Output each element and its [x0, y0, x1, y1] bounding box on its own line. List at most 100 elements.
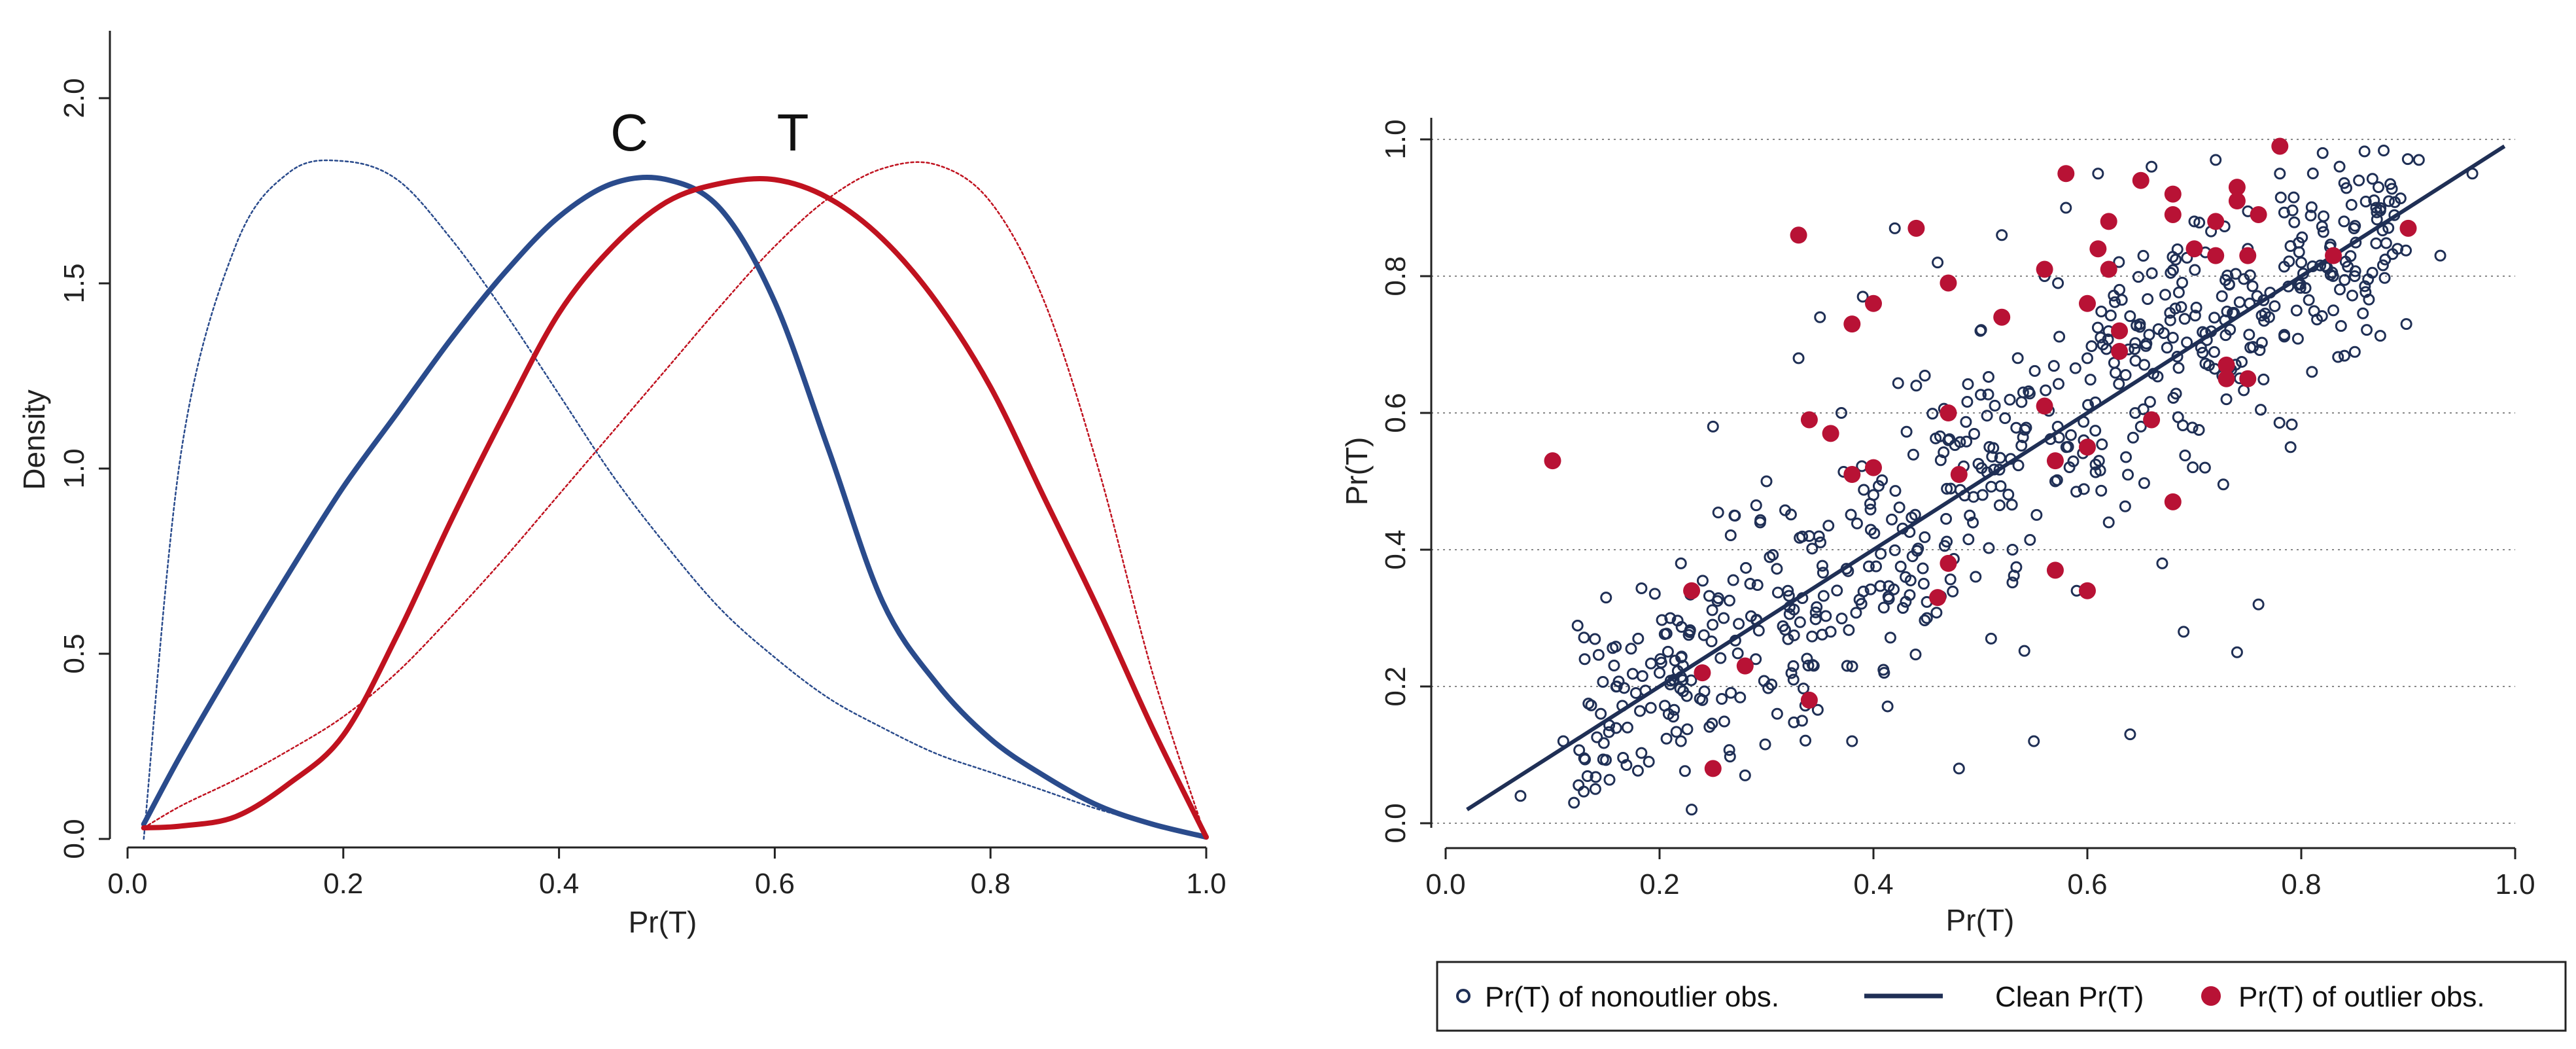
nonoutlier-point	[1870, 560, 1883, 573]
nonoutlier-point	[2069, 362, 2081, 374]
nonoutlier-point	[2193, 423, 2205, 436]
outlier-point	[2132, 171, 2150, 189]
nonoutlier-point	[2146, 160, 2158, 173]
nonoutlier-point	[1732, 647, 1744, 660]
nonoutlier-point	[1571, 619, 1584, 631]
nonoutlier-point	[1675, 557, 1687, 569]
outlier-point	[2057, 165, 2075, 183]
nonoutlier-point	[1633, 705, 1646, 717]
nonoutlier-point	[1970, 571, 1982, 583]
nonoutlier-point	[1864, 503, 1877, 516]
nonoutlier-point	[1597, 675, 1609, 688]
x-tick-label: 1.0	[1186, 868, 1226, 900]
nonoutlier-point	[2254, 344, 2266, 357]
nonoutlier-point	[2349, 265, 2361, 277]
nonoutlier-point	[1767, 549, 1779, 561]
nonoutlier-point	[1940, 512, 1953, 525]
nonoutlier-point	[1811, 601, 1823, 613]
nonoutlier-point	[1960, 435, 1973, 448]
nonoutlier-point	[1851, 517, 1863, 529]
nonoutlier-point	[2127, 431, 2139, 444]
outlier-point	[2046, 452, 2064, 470]
y-tick-label: 1.0	[58, 448, 90, 488]
nonoutlier-point	[1797, 683, 1809, 695]
nonoutlier-point	[1960, 416, 1972, 428]
nonoutlier-point	[2197, 347, 2209, 359]
outlier-point	[2164, 493, 2182, 510]
nonoutlier-point	[2348, 270, 2361, 282]
nonoutlier-point	[2176, 276, 2189, 289]
nonoutlier-point	[1597, 737, 1610, 749]
outlier-point	[2239, 370, 2257, 387]
nonoutlier-point	[2311, 313, 2324, 326]
outlier-point	[1865, 459, 1882, 476]
nonoutlier-point	[2095, 484, 2108, 497]
nonoutlier-point	[1705, 635, 1718, 648]
nonoutlier-point	[1603, 773, 1616, 786]
y-tick-label: 0.0	[58, 819, 90, 859]
x-tick-label: 0.4	[539, 868, 579, 900]
nonoutlier-point	[1697, 629, 1710, 641]
nonoutlier-point	[1514, 790, 1527, 802]
y-tick-label: 0.5	[58, 633, 90, 673]
nonoutlier-point	[2359, 286, 2372, 298]
nonoutlier-point	[2010, 561, 2023, 573]
nonoutlier-point	[1654, 653, 1667, 666]
nonoutlier-point	[1919, 369, 1931, 382]
nonoutlier-point	[2122, 469, 2134, 481]
nonoutlier-point	[1972, 457, 1985, 470]
legend: Pr(T) of nonoutlier obs. Clean Pr(T) Pr(…	[1436, 961, 2567, 1032]
nonoutlier-point	[1993, 499, 2006, 512]
nonoutlier-point	[1648, 588, 1661, 600]
nonoutlier-point	[2219, 329, 2232, 342]
nonoutlier-point	[2138, 359, 2151, 371]
outlier-point	[1800, 411, 1818, 429]
nonoutlier-point	[2374, 204, 2386, 217]
annotation-c: C	[610, 103, 648, 162]
nonoutlier-point	[1904, 589, 1916, 601]
nonoutlier-point	[1962, 533, 1975, 546]
outlier-point	[1950, 466, 1968, 484]
nonoutlier-point	[2339, 274, 2351, 286]
legend-label-nonoutlier: Pr(T) of nonoutlier obs.	[1485, 981, 1779, 1013]
nonoutlier-point	[1882, 590, 1894, 603]
y-tick-label: 1.0	[1380, 119, 1412, 159]
nonoutlier-point	[2070, 486, 2083, 498]
nonoutlier-point	[2278, 329, 2291, 341]
nonoutlier-point	[2243, 329, 2255, 341]
nonoutlier-point	[1777, 620, 1789, 632]
nonoutlier-point	[2208, 311, 2221, 324]
nonoutlier-point	[2389, 196, 2401, 208]
nonoutlier-point	[2053, 330, 2066, 343]
nonoutlier-point	[2199, 461, 2211, 474]
nonoutlier-point	[2189, 264, 2201, 276]
nonoutlier-point	[2332, 351, 2344, 363]
nonoutlier-point	[2219, 274, 2232, 287]
x-tick-label: 0.8	[971, 868, 1011, 900]
nonoutlier-point	[1568, 796, 1580, 809]
nonoutlier-point	[1975, 324, 1987, 336]
nonoutlier-point	[2378, 272, 2391, 284]
outlier-point	[2271, 137, 2289, 155]
nonoutlier-point	[2327, 304, 2340, 317]
nonoutlier-point	[2187, 461, 2199, 474]
nonoutlier-point	[1724, 529, 1737, 542]
nonoutlier-point	[1608, 659, 1620, 671]
nonoutlier-point	[2113, 256, 2125, 268]
nonoutlier-point	[2024, 534, 2036, 546]
outlier-point	[1929, 589, 1947, 607]
nonoutlier-point	[1696, 575, 1709, 587]
nonoutlier-point	[1725, 686, 1737, 699]
x-tick-label: 0.6	[2067, 868, 2107, 900]
nonoutlier-point	[2316, 221, 2328, 233]
nonoutlier-point	[2067, 455, 2080, 467]
nonoutlier-point	[2257, 373, 2270, 385]
nonoutlier-point	[2326, 266, 2339, 279]
nonoutlier-point	[2247, 341, 2259, 353]
nonoutlier-point	[1900, 425, 1913, 438]
nonoutlier-point	[1811, 703, 1824, 716]
nonoutlier-point	[2089, 458, 2102, 471]
nonoutlier-point	[1750, 499, 1762, 512]
nonoutlier-point	[1686, 804, 1698, 816]
outlier-point	[1865, 294, 1882, 312]
